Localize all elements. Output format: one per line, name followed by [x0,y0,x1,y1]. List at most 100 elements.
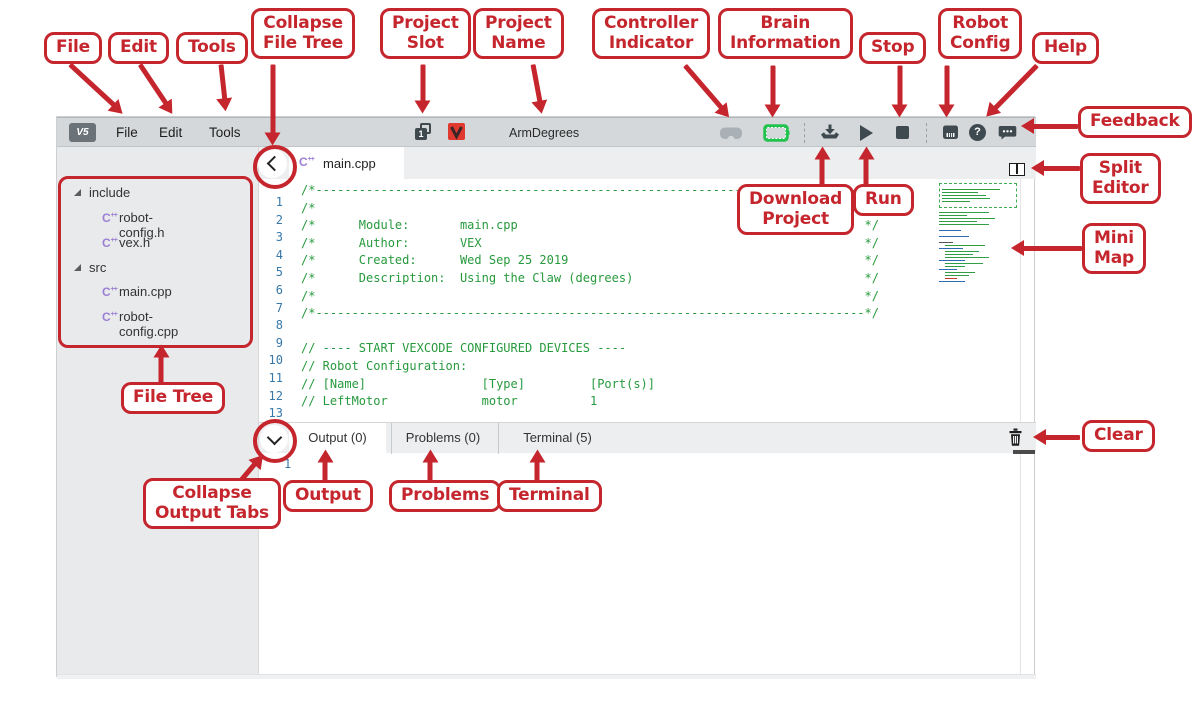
feedback-button[interactable] [998,125,1017,145]
file-label: main.cpp [119,284,172,299]
menu-tools[interactable]: Tools [209,125,241,140]
tab-problems[interactable]: Problems (0) [405,430,481,445]
annotation-ring-collapse-output [253,419,297,463]
stop-button[interactable] [896,126,909,139]
arrow-to-edit-menu [137,62,169,105]
clear-output-button[interactable] [1008,428,1023,452]
folder-expanded-icon [74,189,81,196]
annotation-problems: Problems [389,480,502,512]
bottom-scrollbar-track [57,674,1036,679]
menu-file[interactable]: File [116,125,138,140]
download-project-button[interactable] [819,124,841,146]
annotation-controller-indicator: Controller Indicator [592,8,711,59]
arrow-to-help [993,63,1039,110]
file-label: vex.h [119,235,151,250]
arrow-to-tools-menu [218,63,228,100]
annotation-file-tree-outline [58,176,253,348]
arrow-to-file-tree [158,356,164,384]
tree-file-main-cpp[interactable]: C++ main.cpp [102,284,172,300]
annotation-robot-config: Robot Config [938,8,1023,59]
annotation-brain-information: Brain Information [718,8,853,59]
editor-tab-main-cpp[interactable]: C++ main.cpp [289,147,404,180]
arrow-to-run [863,158,869,186]
cpp-file-icon: C++ [299,155,315,169]
split-editor-button[interactable] [1009,163,1025,176]
annotation-file-tree: File Tree [121,382,226,414]
annotation-stop: Stop [859,32,927,64]
menu-edit[interactable]: Edit [159,125,183,140]
project-slot-button[interactable]: 1 [415,123,433,141]
tree-file-robot-config-h[interactable]: C++ robot-config.h [102,210,165,240]
arrow-to-project-slot [420,64,426,101]
arrow-to-split-editor [1043,165,1080,171]
annotation-feedback: Feedback [1078,106,1192,138]
annotation-clear: Clear [1082,420,1155,452]
folder-label: src [89,260,107,275]
tab-terminal[interactable]: Terminal (5) [523,430,592,445]
minimap-rows [939,211,1017,282]
arrow-to-controller-indicator [683,63,724,110]
arrow-to-collapse-file-tree [270,64,276,133]
tab-separator [391,423,392,454]
toolbar-divider [804,123,805,143]
annotation-ring-collapse-file-tree [253,145,297,189]
arrow-to-stop [897,65,903,105]
arrow-to-brain-information [770,65,776,105]
annotation-run: Run [853,184,914,216]
v5-project-icon [448,123,465,140]
tree-file-vex-h[interactable]: C++ vex.h [102,235,150,251]
brain-information-indicator[interactable] [763,124,790,147]
annotation-project-name: Project Name [473,8,564,59]
annotation-collapse-file-tree: Collapse File Tree [251,8,356,59]
annotation-split-editor: Split Editor [1080,153,1161,204]
project-name[interactable]: ArmDegrees [509,126,580,140]
output-gutter: 1 [284,457,292,471]
annotation-file: File [44,32,102,64]
controller-indicator-icon [719,125,743,146]
annotation-collapse-output-tabs: Collapse Output Tabs [143,478,281,529]
robot-config-button[interactable] [942,125,959,145]
help-button[interactable]: ? [969,124,986,141]
slot-number: 1 [415,128,427,140]
run-button[interactable] [860,125,873,141]
annotation-edit: Edit [108,32,169,64]
tab-output[interactable]: Output (0) [289,423,386,454]
tab-separator [498,423,499,454]
arrow-to-feedback [1033,123,1078,129]
tab-label: main.cpp [323,156,376,171]
arrow-to-terminal-tab [534,461,540,481]
tree-file-robot-config-cpp[interactable]: C++ robot-config.cpp [102,309,178,339]
arrow-to-robot-config [944,65,950,105]
cpp-file-icon: C++ [102,285,118,299]
scrollbar-thumb[interactable] [1013,450,1035,454]
annotation-mini-map: Mini Map [1082,223,1146,274]
file-label: robot-config.cpp [119,309,179,339]
folder-expanded-icon [74,264,81,271]
toolbar-divider [926,123,927,143]
vex-logo-icon: V5 [69,123,96,142]
arrow-to-file-menu [68,62,116,107]
editor-gutter: 1 2 3 4 5 6 7 8 9 10 11 12 13 [268,195,283,421]
file-label: robot-config.h [119,210,165,240]
annotation-tools: Tools [176,32,248,64]
output-tab-bar: Output (0) Problems (0) Terminal (5) [259,422,1036,454]
annotation-project-slot: Project Slot [380,8,471,59]
cpp-file-icon: C++ [102,211,118,225]
cpp-file-icon: C++ [102,310,118,324]
folder-label: include [89,185,131,200]
annotation-help: Help [1032,32,1099,64]
arrow-to-mini-map [1023,245,1082,251]
arrow-to-project-name [530,63,543,102]
menu-bar: V5 File Edit Tools 1 ArmDegrees [57,117,1036,147]
annotation-output: Output [283,480,373,512]
minimap[interactable] [939,183,1017,284]
annotation-terminal: Terminal [497,480,602,512]
minimap-comment-block [939,183,1017,208]
annotation-download-project: Download Project [737,184,855,235]
arrow-to-problems-tab [427,461,433,481]
arrow-to-output-tab [322,461,328,481]
code-lines[interactable]: /*--------------------------------------… [301,183,879,409]
cpp-file-icon: C++ [102,236,118,250]
arrow-to-download-project [819,158,825,186]
